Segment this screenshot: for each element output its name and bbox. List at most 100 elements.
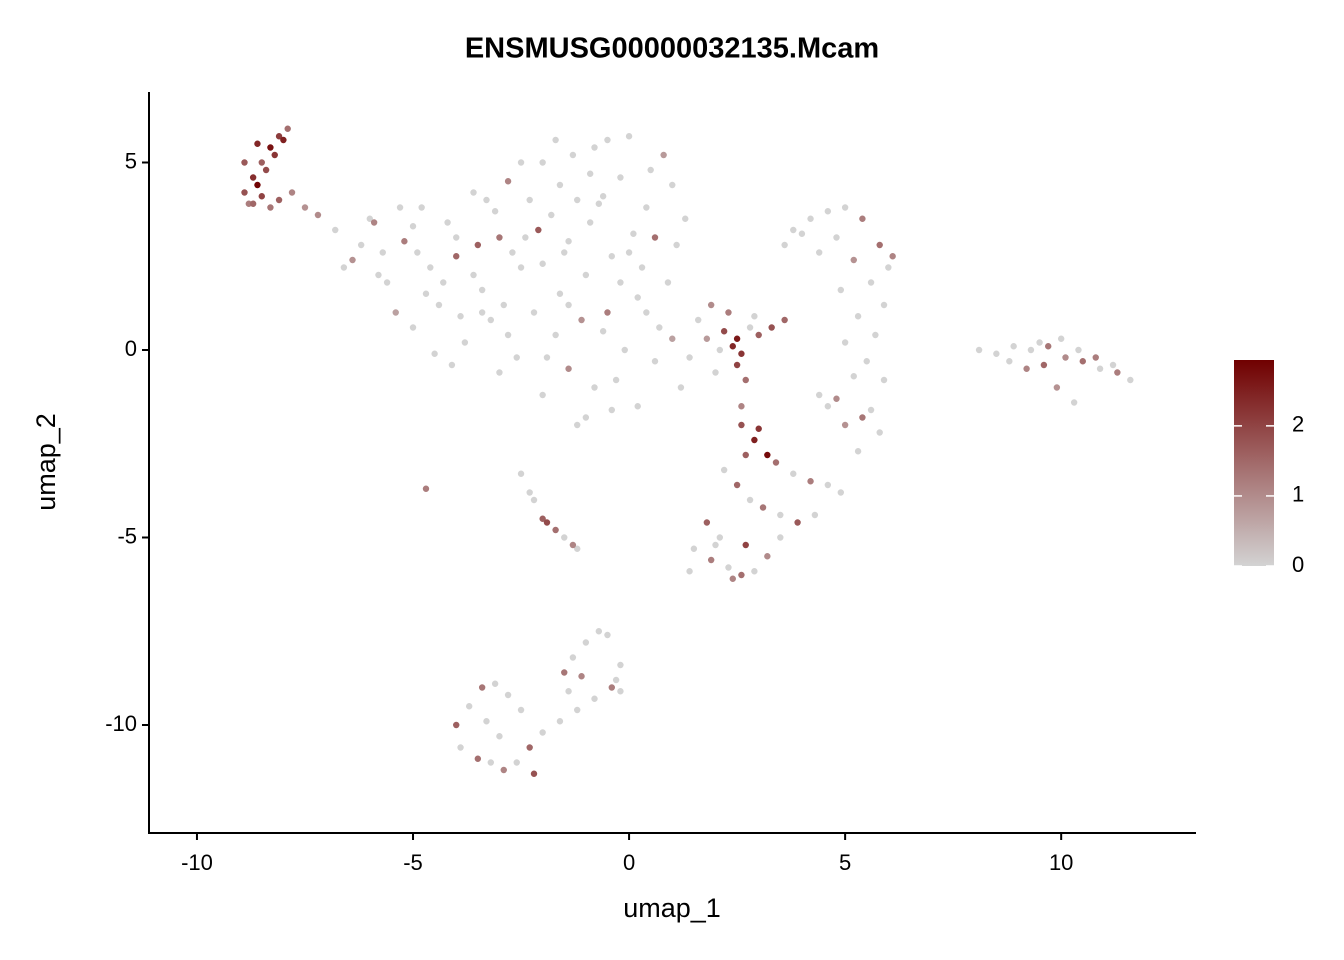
cell-point: [474, 755, 482, 762]
x-axis-title: umap_1: [623, 893, 721, 923]
cell-point: [569, 541, 577, 549]
cell-point: [491, 208, 499, 215]
cell-point: [280, 136, 287, 144]
cell-point: [656, 324, 663, 331]
x-tick-label: 5: [839, 850, 851, 875]
cell-point: [712, 369, 719, 376]
cell-point: [599, 328, 607, 335]
cell-point: [872, 331, 879, 339]
cell-point: [837, 286, 845, 294]
cell-point: [1114, 369, 1121, 376]
cell-point: [738, 421, 745, 429]
cell-point: [690, 545, 698, 552]
points: [241, 125, 1134, 777]
cell-point: [1053, 384, 1061, 391]
cell-point: [707, 301, 715, 309]
cell-point: [500, 766, 507, 774]
cell-point: [288, 189, 296, 196]
cell-point: [755, 425, 762, 432]
colorbar: [1234, 360, 1274, 566]
cell-point: [1040, 361, 1048, 369]
cell-point: [435, 301, 443, 309]
cell-point: [729, 343, 736, 350]
cell-point: [841, 339, 849, 346]
cell-point: [422, 485, 430, 492]
cell-point: [595, 628, 603, 635]
chart-title: ENSMUSG00000032135.Mcam: [465, 33, 879, 65]
cell-point: [241, 159, 248, 166]
cell-point: [332, 226, 339, 234]
cell-point: [686, 568, 693, 575]
cell-point: [889, 253, 896, 260]
cell-point: [1006, 358, 1013, 365]
cell-point: [565, 301, 572, 309]
cell-point: [617, 661, 624, 669]
cell-point: [574, 706, 581, 714]
cell-point: [539, 391, 546, 399]
cell-point: [669, 181, 676, 189]
cell-point: [543, 354, 551, 361]
cell-point: [271, 151, 278, 159]
cell-point: [552, 526, 559, 534]
cell-point: [470, 271, 477, 279]
cell-point: [574, 196, 581, 204]
y-tick-label: -10: [105, 711, 137, 736]
cell-point: [357, 241, 365, 249]
cell-point: [630, 230, 637, 237]
cell-point: [975, 346, 983, 354]
cell-point: [720, 466, 728, 474]
cell-point: [859, 215, 866, 222]
cell-point: [1045, 343, 1052, 350]
cell-point: [867, 406, 875, 414]
cell-point: [712, 541, 719, 549]
x-tick-label: 10: [1049, 850, 1073, 875]
cell-point: [673, 241, 680, 249]
cell-point: [867, 279, 875, 286]
cell-point: [465, 703, 473, 710]
cell-point: [781, 316, 788, 324]
cell-point: [725, 309, 732, 316]
cell-point: [729, 575, 736, 582]
cell-point: [604, 309, 611, 316]
cell-point: [574, 545, 581, 552]
cell-point: [383, 279, 391, 286]
cell-point: [707, 556, 715, 564]
cell-point: [539, 729, 546, 736]
cell-point: [1062, 354, 1069, 361]
cell-point: [1075, 346, 1082, 354]
cell-point: [517, 470, 525, 477]
cell-point: [794, 519, 801, 526]
cell-point: [1023, 365, 1030, 372]
cell-point: [340, 264, 348, 271]
cell-point: [526, 489, 533, 496]
cell-point: [591, 384, 598, 391]
cell-point: [561, 669, 568, 676]
cell-point: [526, 744, 533, 751]
cell-point: [254, 181, 261, 189]
cell-point: [262, 166, 270, 174]
cell-point: [453, 721, 460, 729]
cell-point: [1027, 346, 1035, 354]
cell-point: [604, 136, 611, 144]
cell-point: [591, 695, 598, 702]
cell-point: [634, 403, 641, 410]
cell-point: [513, 354, 520, 361]
cell-point: [824, 403, 832, 410]
cell-point: [414, 249, 421, 256]
cell-point: [561, 249, 568, 256]
cell-point: [880, 376, 888, 384]
cell-point: [755, 331, 762, 339]
cell-point: [993, 350, 1000, 357]
cell-point: [617, 279, 624, 286]
colorbar-tick-label: 1: [1292, 482, 1304, 507]
cell-point: [478, 684, 486, 691]
cell-point: [409, 324, 417, 331]
cell-point: [742, 541, 749, 549]
cell-point: [569, 654, 577, 661]
cell-point: [539, 515, 546, 522]
cell-point: [876, 241, 883, 249]
cell-point: [608, 406, 615, 414]
cell-point: [841, 204, 849, 211]
cell-point: [504, 178, 512, 185]
cell-point: [612, 676, 620, 684]
